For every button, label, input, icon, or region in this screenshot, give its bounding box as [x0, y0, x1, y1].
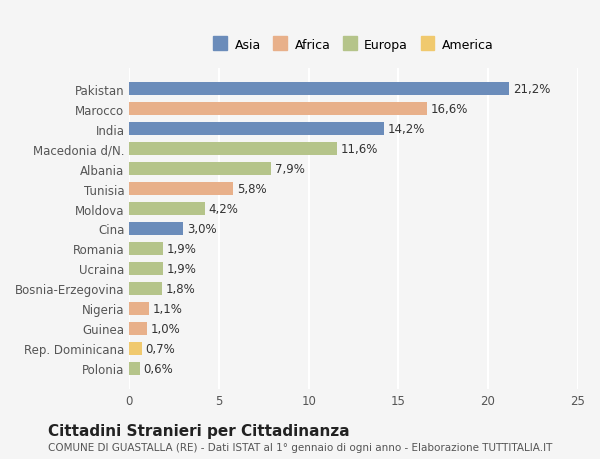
- Text: Cittadini Stranieri per Cittadinanza: Cittadini Stranieri per Cittadinanza: [48, 423, 350, 438]
- Bar: [130, 263, 163, 275]
- Text: 0,7%: 0,7%: [145, 342, 175, 355]
- Text: 1,8%: 1,8%: [165, 282, 195, 295]
- Bar: [130, 202, 205, 216]
- Bar: [130, 103, 427, 116]
- Bar: [130, 242, 163, 255]
- Bar: [130, 183, 233, 196]
- Bar: [130, 223, 183, 235]
- Text: 5,8%: 5,8%: [237, 183, 266, 196]
- Text: 0,6%: 0,6%: [144, 362, 173, 375]
- Text: 11,6%: 11,6%: [341, 143, 378, 156]
- Text: COMUNE DI GUASTALLA (RE) - Dati ISTAT al 1° gennaio di ogni anno - Elaborazione : COMUNE DI GUASTALLA (RE) - Dati ISTAT al…: [48, 442, 553, 452]
- Text: 1,0%: 1,0%: [151, 322, 181, 335]
- Bar: [130, 83, 509, 96]
- Bar: [130, 302, 149, 315]
- Bar: [130, 282, 161, 295]
- Bar: [130, 123, 384, 136]
- Bar: [130, 143, 337, 156]
- Text: 16,6%: 16,6%: [431, 103, 468, 116]
- Bar: [130, 342, 142, 355]
- Bar: [130, 163, 271, 176]
- Text: 1,1%: 1,1%: [152, 302, 182, 315]
- Text: 3,0%: 3,0%: [187, 223, 217, 235]
- Bar: [130, 322, 147, 335]
- Legend: Asia, Africa, Europa, America: Asia, Africa, Europa, America: [208, 33, 499, 56]
- Text: 1,9%: 1,9%: [167, 263, 197, 275]
- Text: 7,9%: 7,9%: [275, 163, 304, 176]
- Text: 21,2%: 21,2%: [513, 83, 550, 96]
- Text: 1,9%: 1,9%: [167, 242, 197, 255]
- Text: 14,2%: 14,2%: [388, 123, 425, 136]
- Bar: [130, 362, 140, 375]
- Text: 4,2%: 4,2%: [208, 202, 238, 216]
